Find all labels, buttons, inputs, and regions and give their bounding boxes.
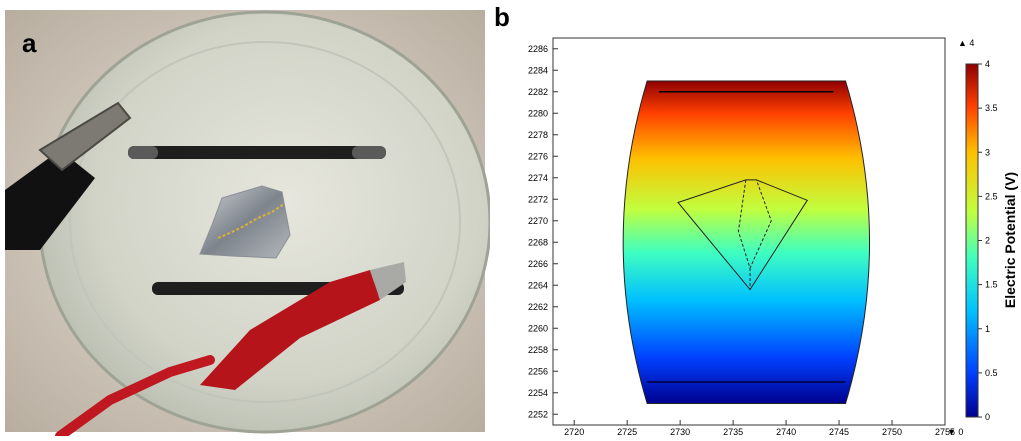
x-tick-label: 2730 bbox=[670, 427, 690, 436]
colorbar-tick-label: 1.5 bbox=[985, 280, 998, 290]
colorbar-tick-label: 1 bbox=[985, 324, 990, 334]
y-tick-label: 2282 bbox=[528, 87, 548, 97]
petri-dish-photo bbox=[5, 10, 492, 441]
simulation-domain bbox=[622, 80, 870, 404]
y-axis-ticks: 2252 2254 2256 2258 2260 2262 2264 2266 2268 2270… bbox=[528, 44, 558, 419]
y-tick-label: 2256 bbox=[528, 366, 548, 376]
panel-label-a: a bbox=[22, 28, 37, 58]
photo-panel: a bbox=[0, 0, 492, 441]
y-tick-label: 2252 bbox=[528, 409, 548, 419]
y-tick-label: 2278 bbox=[528, 130, 548, 140]
y-tick-label: 2268 bbox=[528, 237, 548, 247]
colorbar-tick-label: 2 bbox=[985, 236, 990, 246]
y-tick-label: 2254 bbox=[528, 388, 548, 398]
x-tick-label: 2755 bbox=[935, 427, 955, 436]
colorbar-tick-label: 2.5 bbox=[985, 191, 998, 201]
y-tick-label: 2284 bbox=[528, 65, 548, 75]
top-electrode bbox=[128, 146, 386, 159]
black-alligator-clip bbox=[38, 101, 132, 172]
x-tick-label: 2740 bbox=[776, 427, 796, 436]
y-tick-label: 2276 bbox=[528, 151, 548, 161]
colorbar-max-marker: ▲ 4 bbox=[958, 38, 974, 48]
x-tick-label: 2745 bbox=[829, 427, 849, 436]
colorbar-tick-label: 0 bbox=[985, 412, 990, 422]
y-tick-label: 2286 bbox=[528, 44, 548, 54]
y-tick-label: 2264 bbox=[528, 280, 548, 290]
y-tick-label: 2266 bbox=[528, 259, 548, 269]
red-cable bbox=[55, 355, 215, 441]
x-tick-label: 2720 bbox=[564, 427, 584, 436]
red-alligator-clip bbox=[200, 270, 380, 390]
potential-field bbox=[622, 80, 870, 404]
y-tick-label: 2260 bbox=[528, 323, 548, 333]
black-clip-cable bbox=[5, 150, 95, 250]
colorbar-tick-label: 4 bbox=[985, 59, 990, 69]
panel-label-b: b bbox=[494, 2, 510, 32]
y-tick-label: 2270 bbox=[528, 216, 548, 226]
colorbar-gradient bbox=[965, 63, 979, 418]
colorbar-min-marker: ▼ 0 bbox=[947, 427, 963, 436]
y-tick-label: 2258 bbox=[528, 345, 548, 355]
y-tick-label: 2272 bbox=[528, 194, 548, 204]
y-tick-label: 2262 bbox=[528, 302, 548, 312]
x-tick-label: 2725 bbox=[617, 427, 637, 436]
colorbar-tick-label: 0.5 bbox=[985, 368, 998, 378]
y-tick-label: 2274 bbox=[528, 173, 548, 183]
x-tick-label: 2735 bbox=[723, 427, 743, 436]
x-axis-ticks: 2720 2725 2730 2735 2740 2745 2750 2755 bbox=[564, 420, 955, 437]
colorbar: 0 0.5 1 1.5 2 2.5 3 3.5 4 ▲ 4 ▼ 0 Electric Potentia… bbox=[947, 38, 1018, 437]
colorbar-label: Electric Potential (V) bbox=[1002, 172, 1018, 308]
flake-outline bbox=[677, 179, 809, 291]
colorbar-tick-label: 3 bbox=[985, 147, 990, 157]
plot-panel: b bbox=[490, 0, 1021, 437]
colorbar-tick-label: 3.5 bbox=[985, 103, 998, 113]
x-tick-label: 2750 bbox=[882, 427, 902, 436]
petri-dish-inner-rim bbox=[69, 41, 461, 403]
potential-plot: 2720 2725 2730 2735 2740 2745 2750 2755 2252225… bbox=[528, 37, 1018, 437]
y-tick-label: 2280 bbox=[528, 108, 548, 118]
sample-flake bbox=[199, 185, 291, 259]
flake-crack-lines bbox=[737, 179, 772, 290]
